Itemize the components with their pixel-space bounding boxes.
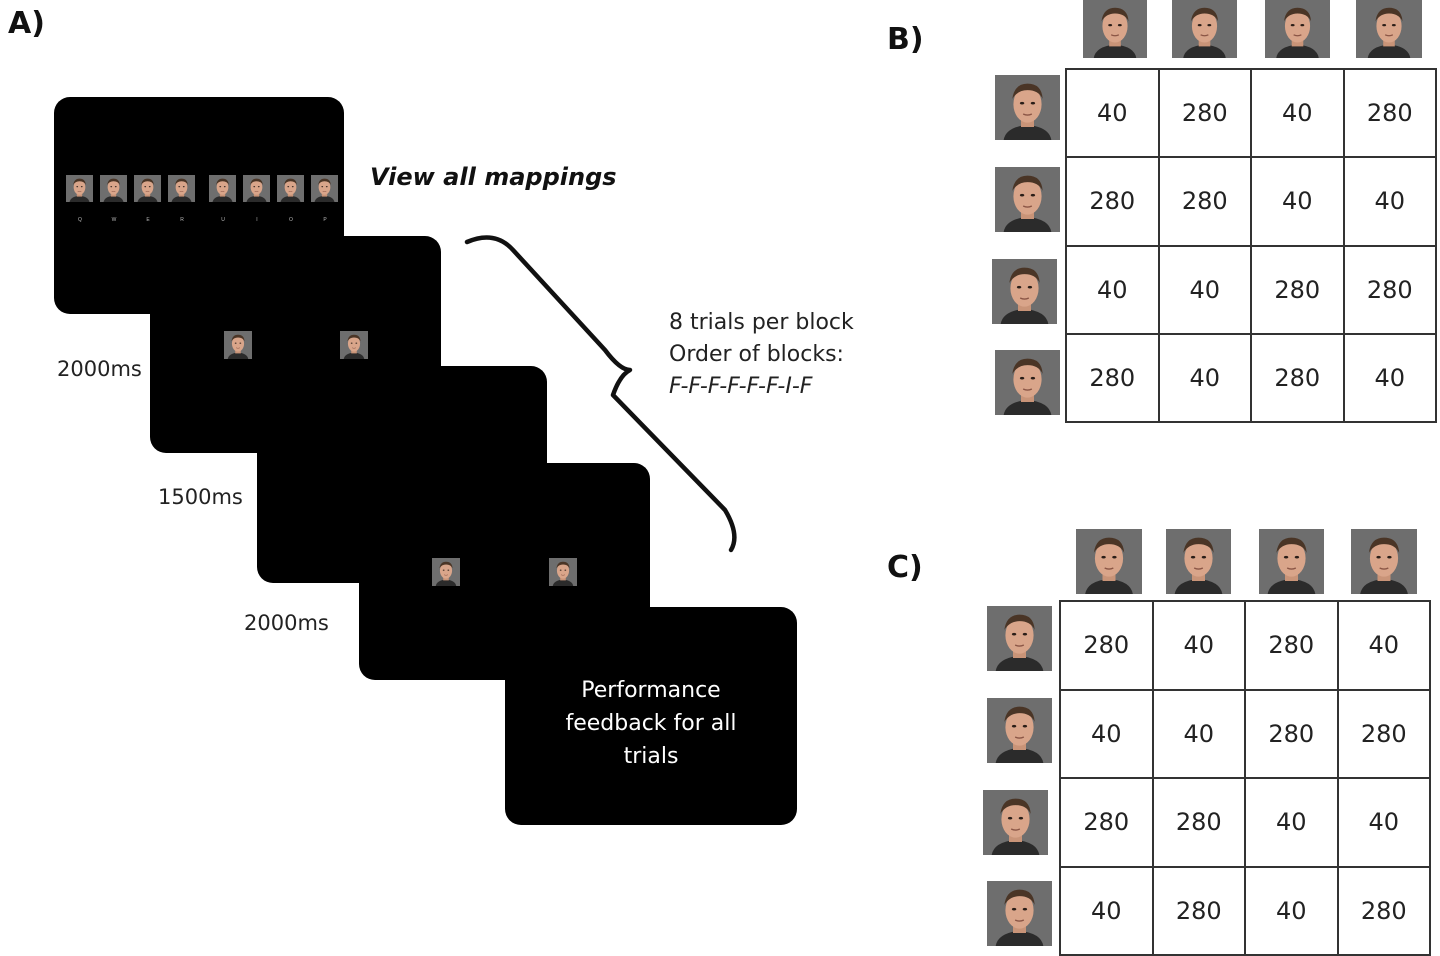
mapping-key: U <box>221 217 225 223</box>
face-icon <box>1172 0 1237 58</box>
matrix-b: 40 280 40 280 280 280 40 40 40 40 280 28… <box>1065 67 1437 424</box>
face-icon <box>549 558 577 586</box>
matrix-cell: 40 <box>1059 688 1154 779</box>
panel-a-label: A) <box>8 6 45 41</box>
matrix-cell: 40 <box>1342 156 1437 247</box>
feedback-line: trials <box>623 744 679 769</box>
mapping-key-row: Q W E R U I O P <box>63 217 342 223</box>
face-icon <box>277 175 304 202</box>
matrix-cell: 40 <box>1336 600 1431 691</box>
face-icon <box>995 167 1060 232</box>
feedback-text: Performance feedback for all trials <box>505 674 797 773</box>
matrix-cell: 280 <box>1336 688 1431 779</box>
face-icon <box>992 259 1057 324</box>
matrix-cell: 280 <box>1244 600 1339 691</box>
face-icon <box>1351 529 1417 594</box>
mapping-key: Q <box>78 217 82 223</box>
matrix-cell: 40 <box>1342 332 1437 424</box>
panel-b-label: B) <box>887 22 924 57</box>
matrix-cell: 280 <box>1157 156 1252 247</box>
face-icon <box>1076 529 1142 594</box>
mapping-key: I <box>256 217 258 223</box>
matrix-cell: 40 <box>1157 332 1252 424</box>
feedback-screen <box>505 607 797 825</box>
matrix-cell: 40 <box>1151 600 1246 691</box>
matrix-cell: 280 <box>1065 332 1160 424</box>
timing-label: 1500ms <box>158 485 243 509</box>
face-icon <box>1083 0 1147 58</box>
matrix-cell: 280 <box>1059 600 1154 691</box>
face-icon <box>168 175 195 202</box>
face-icon <box>66 175 93 202</box>
table-row: 40 280 40 280 <box>1065 67 1437 159</box>
matrix-c: 280 40 280 40 40 40 280 280 280 280 40 4… <box>1059 600 1431 956</box>
face-icon <box>209 175 236 202</box>
matrix-cell: 40 <box>1250 67 1345 159</box>
face-icon <box>987 698 1052 763</box>
face-icon <box>995 350 1060 415</box>
curly-brace <box>464 235 737 553</box>
table-row: 280 280 40 40 <box>1059 777 1431 868</box>
face-icon <box>311 175 338 202</box>
face-icon <box>432 558 460 586</box>
feedback-line: Performance <box>581 678 721 703</box>
matrix-cell: 40 <box>1065 67 1160 159</box>
face-icon <box>995 75 1060 140</box>
order-of-blocks-label: Order of blocks: <box>669 342 844 367</box>
matrix-cell: 280 <box>1250 244 1345 335</box>
face-icon <box>134 175 161 202</box>
face-icon <box>1166 529 1231 594</box>
view-all-mappings-label: View all mappings <box>370 163 617 191</box>
mapping-key: O <box>289 217 293 223</box>
matrix-cell: 40 <box>1059 865 1154 956</box>
matrix-cell: 280 <box>1059 777 1154 868</box>
face-icon <box>987 606 1052 671</box>
mapping-key: R <box>180 217 184 223</box>
block-order: F-F-F-F-F-F-I-F <box>669 374 813 399</box>
timing-label: 2000ms <box>244 611 329 635</box>
table-row: 280 280 40 40 <box>1065 156 1437 247</box>
matrix-cell: 40 <box>1244 777 1339 868</box>
face-icon <box>1259 529 1324 594</box>
mapping-key: E <box>146 217 150 223</box>
mapping-key: W <box>111 217 117 223</box>
matrix-cell: 40 <box>1250 156 1345 247</box>
matrix-cell: 40 <box>1065 244 1160 335</box>
table-row: 40 40 280 280 <box>1065 244 1437 335</box>
matrix-cell: 40 <box>1244 865 1339 956</box>
timing-label: 2000ms <box>57 357 142 381</box>
table-row: 280 40 280 40 <box>1059 600 1431 691</box>
matrix-cell: 40 <box>1151 688 1246 779</box>
matrix-cell: 280 <box>1157 67 1252 159</box>
matrix-cell: 280 <box>1065 156 1160 247</box>
matrix-cell: 280 <box>1342 67 1437 159</box>
face-icon <box>1265 0 1330 58</box>
matrix-cell: 280 <box>1151 777 1246 868</box>
matrix-cell: 40 <box>1336 777 1431 868</box>
face-icon <box>340 331 368 359</box>
table-row: 40 40 280 280 <box>1059 688 1431 779</box>
mapping-key: P <box>323 217 327 223</box>
face-icon <box>1356 0 1422 58</box>
matrix-cell: 280 <box>1151 865 1246 956</box>
matrix-cell: 40 <box>1157 244 1252 335</box>
matrix-cell: 280 <box>1250 332 1345 424</box>
face-icon <box>100 175 127 202</box>
block-note: 8 trials per block Order of blocks: F-F-… <box>669 307 854 403</box>
matrix-cell: 280 <box>1244 688 1339 779</box>
panel-c-label: C) <box>887 550 923 585</box>
feedback-line: feedback for all <box>565 711 737 736</box>
trials-per-block: 8 trials per block <box>669 310 854 335</box>
matrix-cell: 280 <box>1336 865 1431 956</box>
face-icon <box>243 175 270 202</box>
table-row: 40 280 40 280 <box>1059 865 1431 956</box>
face-icon <box>224 331 252 359</box>
table-row: 280 40 280 40 <box>1065 332 1437 424</box>
face-icon <box>983 790 1048 855</box>
face-icon <box>987 881 1052 946</box>
matrix-cell: 280 <box>1342 244 1437 335</box>
